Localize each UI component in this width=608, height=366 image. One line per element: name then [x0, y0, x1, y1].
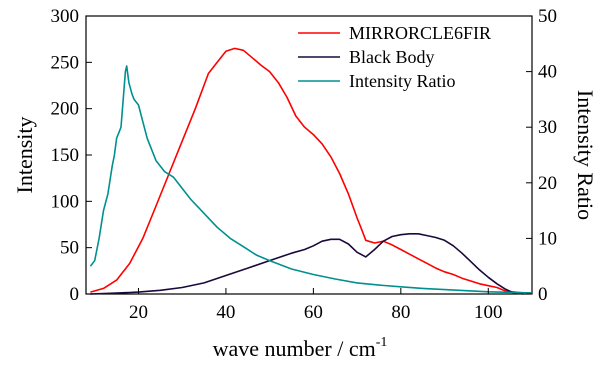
y-right-tick-label: 40 — [538, 62, 557, 83]
y-left-tick-label: 300 — [51, 6, 80, 27]
y-right-tick-label: 20 — [538, 173, 557, 194]
y-left-tick-label: 150 — [51, 145, 80, 166]
y-left-tick-label: 0 — [70, 284, 80, 305]
legend: MIRRORCLE6FIR Black Body Intensity Ratio — [298, 23, 491, 91]
y-right-tick-label: 0 — [538, 284, 548, 305]
y-right-tick-label: 10 — [538, 228, 557, 249]
series-layer — [89, 47, 533, 295]
y-left-tick-label: 200 — [51, 99, 80, 120]
x-axis-label: wave number / cm-1 — [213, 335, 388, 361]
x-tick-label: 80 — [391, 302, 410, 323]
x-tick-label: 20 — [129, 302, 148, 323]
series-line-1 — [90, 233, 524, 295]
y-left-tick-label: 50 — [60, 238, 79, 259]
tick-layer: 20 40 60 80 100 0 50 100 150 200 250 300 0 10 20 30 40 50 — [51, 6, 558, 323]
y-left-tick-label: 100 — [51, 191, 80, 212]
y-right-tick-label: 30 — [538, 117, 557, 138]
series-line-2 — [89, 65, 533, 294]
y-right-tick-label: 50 — [538, 6, 557, 27]
legend-label-0: MIRRORCLE6FIR — [349, 23, 491, 43]
y-axis-label-left: Intensity — [12, 117, 37, 194]
x-tick-label: 40 — [216, 302, 235, 323]
x-tick-label: 100 — [474, 302, 503, 323]
y-axis-label-right: Intensity Ratio — [573, 90, 598, 220]
x-tick-label: 60 — [304, 302, 323, 323]
legend-label-1: Black Body — [349, 47, 435, 67]
series-line-0 — [90, 47, 532, 294]
legend-label-2: Intensity Ratio — [349, 71, 456, 91]
x-axis-label-superscript: -1 — [376, 335, 388, 350]
y-left-tick-label: 250 — [51, 52, 80, 73]
